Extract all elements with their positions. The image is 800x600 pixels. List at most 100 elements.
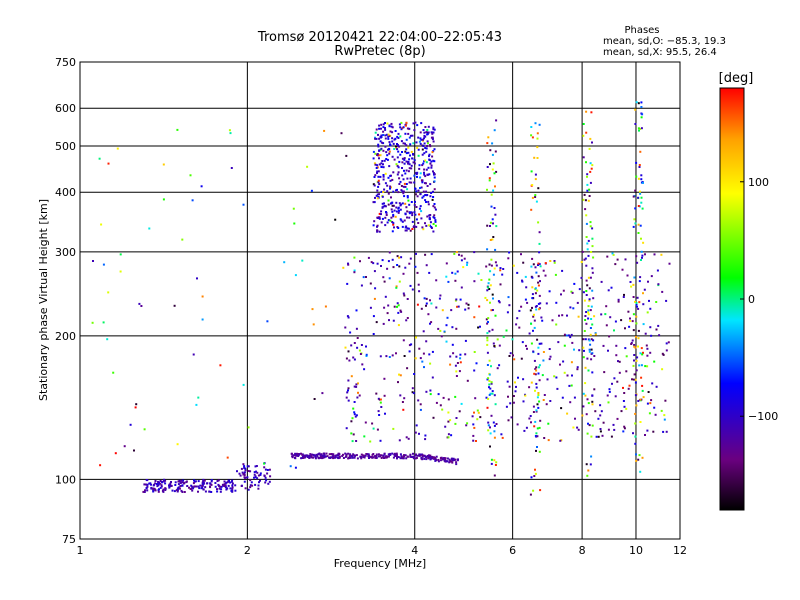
echo-point-scatter bbox=[499, 267, 502, 270]
echo-point-f2-cluster bbox=[414, 200, 416, 203]
echo-point-background bbox=[138, 302, 141, 305]
echo-point-stripe bbox=[642, 292, 644, 295]
echo-point-scatter bbox=[397, 311, 400, 314]
echo-point-stripe bbox=[493, 207, 496, 209]
echo-point-scatter bbox=[600, 410, 603, 413]
echo-point-scatter bbox=[520, 253, 522, 256]
echo-point-scatter bbox=[536, 289, 539, 292]
echo-point-background bbox=[334, 218, 337, 221]
echo-point-scatter bbox=[420, 307, 423, 310]
echo-point-stripe bbox=[534, 266, 537, 269]
echo-point-f2-cluster bbox=[389, 219, 392, 222]
echo-point-f2-cluster bbox=[415, 141, 418, 144]
echo-point-scatter bbox=[636, 296, 639, 299]
echo-point-stripe bbox=[494, 150, 497, 153]
echo-point-scatter bbox=[635, 369, 638, 372]
echo-point-background bbox=[292, 207, 295, 210]
echo-point-scatter bbox=[475, 362, 478, 365]
echo-point-stripe bbox=[642, 351, 644, 354]
echo-point-stripe bbox=[538, 294, 541, 297]
echo-point-e-layer bbox=[242, 463, 245, 466]
echo-point-scatter bbox=[459, 361, 462, 364]
echo-point-scatter bbox=[442, 396, 445, 399]
echo-point-scatter bbox=[600, 313, 603, 316]
echo-point-stripe bbox=[489, 270, 492, 273]
echo-point-f2-cluster bbox=[429, 214, 432, 216]
echo-point-scatter bbox=[542, 359, 545, 362]
echo-point-stripe bbox=[537, 221, 540, 224]
echo-point-f2-cluster bbox=[392, 190, 395, 193]
echo-point-scatter bbox=[432, 416, 435, 419]
echo-point-scatter bbox=[541, 319, 544, 322]
echo-point-e-layer bbox=[143, 483, 146, 486]
echo-point-e-layer bbox=[254, 465, 257, 468]
echo-point-scatter bbox=[635, 335, 637, 338]
echo-point-stripe bbox=[534, 178, 537, 181]
echo-point-scatter bbox=[555, 323, 558, 326]
echo-point-f2-cluster bbox=[423, 168, 426, 171]
echo-point-scatter bbox=[488, 330, 491, 333]
echo-point-scatter bbox=[372, 315, 375, 318]
echo-point-f2-cluster bbox=[426, 215, 429, 218]
echo-point-scatter bbox=[517, 376, 519, 379]
echo-point-stripe bbox=[637, 205, 640, 207]
echo-point-scatter bbox=[520, 357, 523, 360]
echo-point-f2-cluster bbox=[417, 189, 420, 192]
echo-point-scatter bbox=[454, 422, 457, 425]
echo-point-stripe bbox=[489, 284, 492, 287]
echo-point-stripe bbox=[641, 113, 644, 116]
echo-point-scatter bbox=[636, 261, 639, 264]
echo-point-e-layer bbox=[164, 482, 167, 485]
echo-point-scatter bbox=[456, 270, 459, 273]
echo-point-e-layer bbox=[176, 489, 179, 492]
echo-point-scatter bbox=[499, 269, 502, 272]
echo-point-scatter bbox=[356, 396, 359, 399]
echo-point-stripe bbox=[589, 225, 592, 228]
echo-point-f2-cluster bbox=[389, 144, 392, 147]
echo-point-scatter bbox=[524, 298, 527, 301]
y-tick-label: 300 bbox=[55, 246, 76, 259]
x-tick-label: 6 bbox=[509, 544, 516, 557]
echo-point-scatter bbox=[459, 298, 462, 301]
echo-point-scatter bbox=[422, 330, 425, 333]
echo-point-f2-cluster bbox=[431, 132, 434, 135]
echo-point-f2-cluster bbox=[419, 142, 422, 145]
echo-point-scatter bbox=[454, 299, 457, 302]
echo-point-f2-cluster bbox=[374, 196, 376, 199]
echo-point-scatter bbox=[649, 402, 652, 405]
echo-point-f-trace bbox=[314, 455, 317, 458]
echo-point-f2-cluster bbox=[405, 148, 408, 151]
echo-point-scatter bbox=[505, 329, 508, 332]
echo-point-stripe bbox=[583, 299, 586, 302]
echo-point-scatter bbox=[562, 360, 565, 363]
echo-point-f-trace bbox=[434, 457, 437, 459]
echo-point-f2-cluster bbox=[399, 153, 402, 156]
echo-point-scatter bbox=[424, 434, 427, 437]
echo-point-scatter bbox=[660, 253, 663, 256]
echo-point-scatter bbox=[490, 309, 493, 312]
echo-point-e-layer bbox=[157, 480, 159, 483]
echo-point-scatter bbox=[613, 428, 616, 431]
echo-point-stripe bbox=[586, 432, 589, 435]
echo-point-e-layer bbox=[210, 483, 213, 486]
echo-point-scatter bbox=[346, 315, 349, 318]
echo-point-f2-cluster bbox=[388, 135, 391, 137]
echo-point-f2-cluster bbox=[382, 134, 385, 136]
echo-point-scatter bbox=[439, 404, 442, 407]
echo-point-scatter bbox=[608, 390, 611, 393]
echo-point-f-trace bbox=[331, 453, 334, 456]
echo-point-scatter bbox=[425, 304, 427, 307]
echo-point-f2-cluster bbox=[398, 145, 401, 148]
echo-point-stripe bbox=[590, 338, 593, 341]
echo-point-e-layer bbox=[219, 485, 222, 488]
echo-point-f-trace bbox=[309, 453, 312, 456]
echo-point-scatter bbox=[361, 363, 364, 366]
echo-point-e-layer bbox=[175, 489, 178, 492]
echo-point-stripe bbox=[494, 213, 497, 216]
echo-point-f2-cluster bbox=[377, 143, 380, 146]
echo-point-f2-cluster bbox=[420, 210, 423, 213]
echo-point-f-trace bbox=[419, 453, 422, 456]
echo-point-stripe bbox=[634, 189, 637, 192]
echo-point-scatter bbox=[617, 360, 619, 363]
echo-point-f2-cluster bbox=[401, 220, 404, 223]
